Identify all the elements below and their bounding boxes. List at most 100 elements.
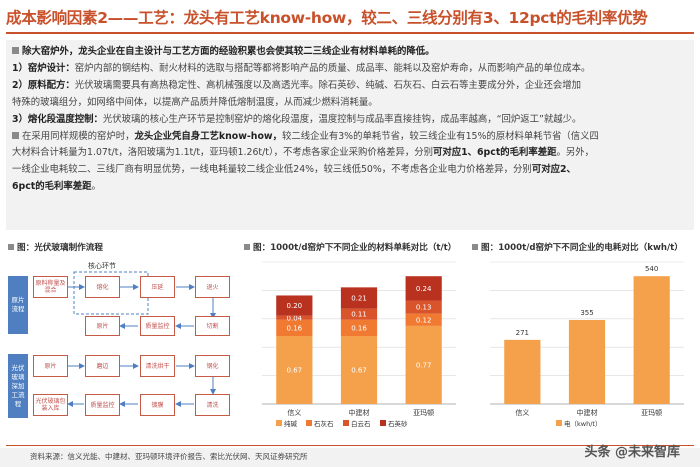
text: 。: [91, 181, 101, 193]
text: 一线企业电耗较二、三线厂商有明显优势，一线电耗量较二线企业低24%，较三线低50…: [12, 164, 532, 176]
bullet-square: [472, 244, 478, 250]
text: 在采用同样规模的窑炉时，: [22, 130, 135, 142]
bar-segment: [405, 276, 442, 301]
step-cut: 切割: [195, 316, 230, 336]
step-edge-grind: 磨边: [85, 355, 120, 377]
text-box: 除大窑炉外，龙头企业在自主设计与工艺方面的经验积累也会使其较二三线企业有材料单耗…: [6, 40, 694, 230]
bar-segment: [340, 287, 378, 309]
paragraph-0: 除大窑炉外，龙头企业在自主设计与工艺方面的经验积累也会使其较二三线企业有材料单耗…: [12, 44, 688, 61]
step-pack-store: 光伏玻璃包装入库: [33, 394, 68, 416]
side-label-deep: 光伏 玻璃 深加 工流程: [8, 354, 28, 418]
data-label: 0.67: [351, 367, 367, 375]
data-label: 0.16: [351, 324, 367, 332]
bullet-square: [244, 244, 250, 250]
legend-swatch: [276, 420, 282, 426]
legend-label: 石灰石: [314, 419, 334, 428]
step-raw-sheet: 原片: [85, 316, 120, 336]
text: 。另外，: [556, 147, 595, 159]
step-raw-sheet-2: 原片: [33, 355, 68, 377]
flowchart-title: 图：光伏玻璃制作流程: [8, 241, 103, 253]
material-chart-title-text: 图：1000t/d窑炉下不同企业的材料单耗对比（t/t）: [253, 243, 457, 253]
legend-swatch: [380, 420, 386, 426]
text-bold: 可对应2、: [531, 164, 576, 176]
data-label: 355: [580, 309, 593, 317]
source-note: 资料来源：信义光能、中建材、亚玛顿环境评价报告、索比光伏网、天风证券研究所: [30, 452, 308, 461]
bar-segment: [340, 319, 378, 337]
text-bold: 2）原料配方：: [12, 79, 75, 91]
bar-segment: [340, 336, 378, 404]
data-label: 0.20: [287, 302, 303, 310]
legend-label: 纯碱: [284, 419, 298, 428]
bar-segment: [633, 276, 670, 404]
text-bold: 1）窑炉设计：: [12, 62, 75, 74]
legend-label: 电（kwh/t）: [564, 419, 601, 428]
data-label: 0.24: [416, 285, 432, 293]
paragraph-8: 6pct的毛利率差距。: [12, 179, 688, 196]
category-label: 中建材: [577, 408, 598, 417]
paragraph-3: 特殊的玻璃组分，如网络中间体，以提高产品质并降低熔制温度，从而减少燃料消耗量。: [12, 95, 688, 112]
bar-segment: [276, 315, 313, 320]
category-label: 信义: [287, 408, 301, 417]
step-quality-2: 质量监控: [85, 394, 120, 416]
text-bold: 可对应1、6pct的毛利率差距: [433, 147, 557, 159]
data-label: 0.11: [351, 311, 367, 319]
power-chart-title: 图：1000t/d窑炉下不同企业的电耗对比（kwh/t）: [472, 241, 683, 253]
step-wash: 清洗: [195, 394, 230, 416]
text-bold: 龙头企业在自主设计与工艺方面的经验积累也会使其较二三线企业有材料单耗的降低。: [78, 46, 435, 57]
flowchart-connectors: [67, 271, 216, 407]
bar-segment: [276, 319, 313, 337]
step-roll: 压延: [140, 276, 175, 298]
paragraph-4: 3）熔化段温度控制：光伏玻璃的核心生产环节是控制窑炉的熔化段温度，温度控制与成品…: [12, 112, 688, 129]
flowchart: 核心环节 原片 流程 光伏 玻璃 深加 工流程 原料称量及混合 熔化 压延 退火 原片 …: [8, 258, 236, 426]
bullet-square: [8, 244, 14, 250]
text-bold: 3）熔化段温度控制：: [12, 113, 103, 125]
text: 较二线企业有3%的单耗节省，较三线企业有15%的原材料单耗节省（信义四: [281, 130, 599, 142]
data-label: 540: [645, 265, 658, 273]
paragraph-1: 1）窑炉设计：窑炉内部的钢结构、耐火材料的选取与搭配等都将影响产品的质量、成品率…: [12, 61, 688, 78]
category-label: 亚玛顿: [641, 408, 662, 417]
text: 光伏玻璃的核心生产环节是控制窑炉的熔化段温度，温度控制与成品率直接挂钩，成品率越…: [102, 113, 582, 125]
text: 窑炉内部的钢结构、耐火材料的选取与搭配等都将影响产品的质量、成品率、能耗以及窑炉…: [74, 62, 591, 74]
legend-swatch: [343, 420, 349, 426]
data-label: 0.13: [416, 304, 432, 312]
step-anneal: 退火: [195, 276, 230, 298]
text: 光伏玻璃需要具有高热稳定性、高机械强度以及高透光率。除石英砂、纯碱、石灰石、白云…: [74, 79, 582, 91]
data-label: 0.16: [287, 324, 303, 332]
data-label: 271: [516, 329, 529, 337]
step-wash-dry: 清洗烘干: [140, 355, 175, 377]
step-melt: 熔化: [85, 276, 120, 298]
category-label: 信义: [515, 408, 529, 417]
page-title: 成本影响因素2——工艺：龙头有工艺know-how，较二、三线分别有3、12pc…: [6, 9, 648, 27]
paragraph-7: 一线企业电耗较二、三线厂商有明显优势，一线电耗量较二线企业低24%，较三线低50…: [12, 162, 688, 179]
step-coat: 镀膜: [140, 394, 175, 416]
text-bold: 6pct的毛利率差距: [12, 181, 92, 193]
core-label: 核心环节: [88, 262, 116, 270]
data-label: 0.77: [416, 361, 432, 369]
step-temper: 钢化: [195, 355, 230, 377]
bullet-square: [12, 131, 19, 139]
data-label: 0.67: [287, 367, 303, 375]
data-label: 0.12: [416, 316, 432, 324]
text-bold: 龙头企业凭自身工艺know-how，: [134, 130, 282, 142]
legend-label: 石英砂: [388, 419, 408, 428]
step-raw-mix: 原料称量及混合: [33, 276, 68, 298]
bar-segment: [276, 295, 313, 316]
footer-rule: [6, 445, 694, 446]
paragraph-6: 大材料合计耗量为1.07t/t，洛阳玻璃为1.1t/t，亚玛顿1.26t/t），…: [12, 145, 688, 162]
data-label: 0.21: [351, 295, 367, 303]
bar-segment: [405, 313, 442, 326]
title-rule: [6, 32, 694, 34]
text-bold: 除大窑炉外，: [22, 46, 79, 57]
power-chart-title-text: 图：1000t/d窑炉下不同企业的电耗对比（kwh/t）: [481, 243, 683, 253]
material-chart-title: 图：1000t/d窑炉下不同企业的材料单耗对比（t/t）: [244, 241, 456, 253]
category-label: 亚玛顿: [413, 408, 434, 417]
side-label-raw: 原片 流程: [8, 276, 28, 334]
paragraph-2: 2）原料配方：光伏玻璃需要具有高热稳定性、高机械强度以及高透光率。除石英砂、纯碱…: [12, 78, 688, 95]
bullet-square: [12, 47, 19, 54]
text: 大材料合计耗量为1.07t/t，洛阳玻璃为1.1t/t，亚玛顿1.26t/t），…: [12, 147, 433, 159]
paragraph-5: 在采用同样规模的窑炉时，龙头企业凭自身工艺know-how，较二线企业有3%的单…: [12, 129, 688, 146]
data-label: 0.04: [287, 314, 303, 322]
bar-segment: [504, 339, 541, 404]
bar-segment: [405, 300, 442, 314]
